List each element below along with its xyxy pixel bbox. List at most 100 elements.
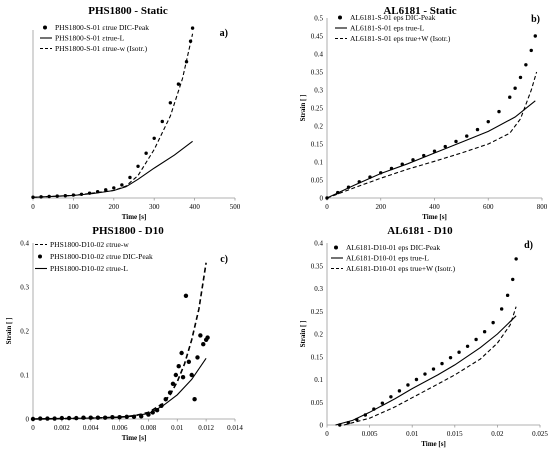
y-tick-label: 0.25 [311,308,324,316]
legend-marker [38,254,42,259]
legend-item: PHS1800-D10-02 εtrue DIC-Peak [38,252,153,261]
legend-item: PHS1800-S-01 εtrue-w (Isotr.) [40,44,148,53]
data-point [397,389,402,393]
y-tick-label: 0.35 [311,69,324,77]
x-tick-label: 0.008 [141,424,157,432]
y-tick-label: 0 [320,422,324,430]
legend-item: AL6181-D10-01 eps true+W (Isotr.) [331,264,456,273]
x-tick-label: 0.015 [447,430,463,438]
data-point [443,144,447,149]
legend-label: PHS1800-S-01 εtrue-L [55,34,125,43]
y-tick-label: 0.2 [314,123,323,131]
data-point [144,151,148,155]
data-point [179,350,184,356]
y-tick-label: 0.3 [20,284,29,292]
chart-title: AL6181 - D10 [387,225,453,237]
data-point [411,158,415,162]
chart-c: PHS1800 - D10 c) 0 0.002 0.004 0.006 0.008 0.01… [5,225,243,442]
series-3 [32,33,194,198]
data-point [513,86,517,90]
data-point [167,390,173,395]
y-tick-label: 0.4 [20,240,29,248]
series-1 [32,262,207,420]
data-point [482,330,487,334]
data-point [104,188,108,192]
y-tick-label: 0.1 [314,376,323,384]
data-point [180,375,186,380]
data-point [112,186,116,190]
data-point [423,372,427,376]
legend-item: AL6181-S-01 eps DIC-Peak [338,13,436,22]
x-axis-label: Time [s] [122,213,147,221]
y-tick-label: 0.05 [311,177,324,185]
chart-title: PHS1800 - D10 [92,225,164,237]
panel-label: a) [220,28,228,39]
x-axis-label: Time [s] [422,213,447,221]
x-axis-label: Time [s] [421,440,446,448]
legend-label: AL6181-S-01 eps true-L [350,24,425,33]
data-point [491,320,495,325]
data-point [195,355,200,360]
legend: PHS1800-D10-02 εtrue-w PHS1800-D10-02 εtr… [35,240,153,273]
legend-item: PHS1800-D10-02 εtrue-L [35,264,128,273]
series-line [335,315,517,426]
data-point [505,293,510,298]
y-tick-label: 0 [26,416,30,424]
data-point [524,63,528,67]
legend-label: PHS1800-S-01 εtrue DIC-Peak [55,23,149,32]
series-3 [343,306,517,426]
data-point [163,397,168,402]
data-point [120,183,124,187]
data-point [465,134,469,138]
y-axis-label: Strain [ ] [5,318,13,345]
x-tick-label: 400 [429,203,440,211]
x-axis-label: Time [s] [122,434,147,442]
x-tick-label: 400 [189,203,200,211]
data-point [198,333,203,338]
x-tick-label: 600 [483,203,494,211]
x-tick-label: 0.004 [83,424,99,432]
legend-item: AL6181-S-01 eps true+W (Isotr.) [335,34,451,43]
y-tick-label: 0.25 [311,105,324,113]
y-tick-label: 0.5 [314,15,323,23]
legend: PHS1800-S-01 εtrue DIC-Peak PHS1800-S-01 … [40,23,149,53]
legend-item: PHS1800-S-01 εtrue-L [40,34,125,43]
x-tick-label: 800 [537,203,548,211]
y-tick-label: 0.3 [314,87,323,95]
legend-item: PHS1800-D10-02 εtrue-w [35,240,129,249]
x-tick-label: 0.005 [362,430,378,438]
legend-label: PHS1800-D10-02 εtrue-L [50,264,128,273]
data-point [152,136,156,140]
y-axis-label: Strain [ ] [299,95,307,122]
data-point [440,361,444,366]
y-tick-label: 0 [320,195,324,203]
panel-label: b) [531,14,540,25]
x-tick-label: 0.006 [112,424,128,432]
y-tick-label: 0.1 [314,159,323,167]
x-tick-label: 0 [31,203,35,211]
data-point [448,355,453,360]
data-point [389,395,393,399]
series-line [32,262,207,420]
legend-label: AL6181-D10-01 eps DIC-Peak [346,243,440,252]
panel-label: c) [220,254,228,265]
x-tick-label: 300 [149,203,160,211]
y-tick-label: 0.4 [314,51,323,59]
legend-item: AL6181-D10-01 eps true-L [331,254,429,263]
series-2 [335,315,517,426]
data-point [160,119,164,124]
data-point [497,109,501,114]
chart-d: AL6181 - D10 d) 0 0.005 0.01 0.015 0.02 0.025 0 0… [299,225,548,448]
panel-label: d) [524,240,533,251]
data-point [414,377,419,382]
x-tick-label: 0.025 [532,430,548,438]
series-1 [338,257,518,427]
data-point [173,372,179,378]
chart-title: AL6181 - Static [383,5,456,17]
legend-item: AL6181-D10-01 eps DIC-Peak [334,243,440,252]
series-3 [326,71,538,199]
data-point [406,383,410,387]
data-point [422,153,426,158]
data-point [183,293,189,298]
legend-label: PHS1800-D10-02 εtrue DIC-Peak [50,252,153,261]
